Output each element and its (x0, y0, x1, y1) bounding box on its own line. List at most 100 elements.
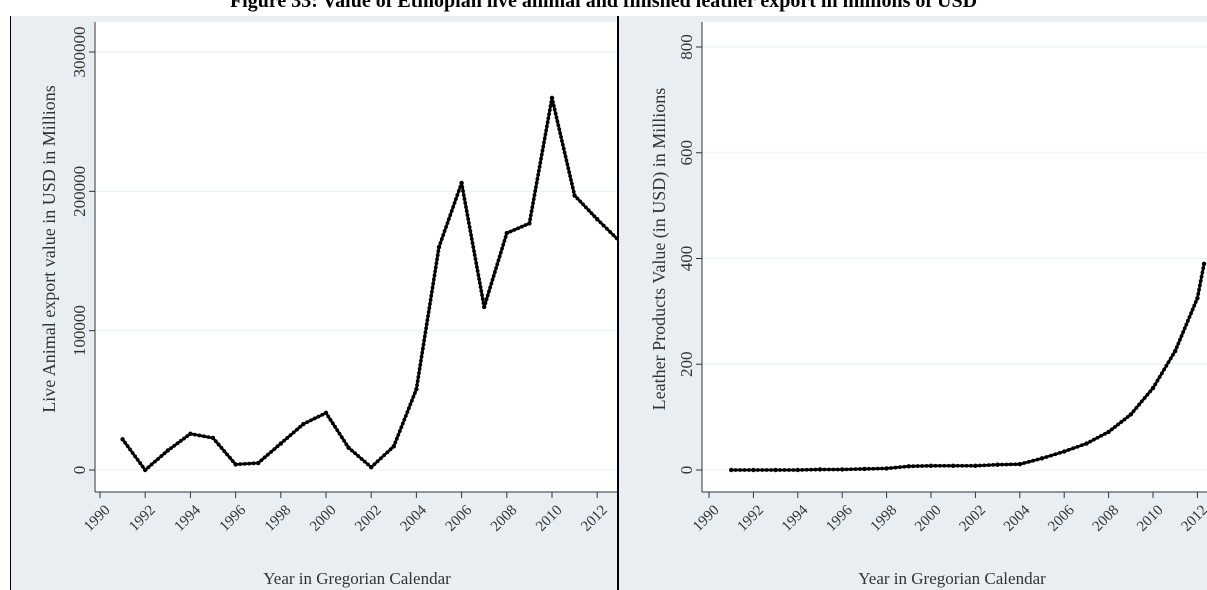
left-line-dot (493, 270, 497, 274)
left-line-dot (362, 459, 367, 464)
left-line-dot (567, 170, 572, 175)
left-line-dot (178, 439, 183, 443)
right-data-point (773, 467, 778, 473)
left-line-dot (436, 249, 441, 254)
left-line-dot (431, 281, 436, 286)
left-line-dot (484, 297, 489, 302)
left-data-point (369, 465, 374, 470)
left-line-dot (213, 439, 218, 444)
left-line-dot (375, 459, 380, 464)
left-line-dot (394, 436, 399, 441)
left-line-dot (533, 189, 538, 193)
left-data-point (527, 221, 532, 226)
right-line-dot (1192, 303, 1197, 308)
right-line-dot (1197, 287, 1201, 292)
left-line-dot (216, 442, 221, 447)
right-line-dot (1200, 270, 1205, 275)
left-x-tick-label: 2004 (397, 502, 430, 535)
right-line-dot (1103, 431, 1107, 436)
left-line-dot (425, 318, 430, 323)
left-line-dot (483, 301, 488, 305)
left-line-dot (598, 220, 603, 225)
right-line-dot (1035, 457, 1040, 462)
right-line-dot (1109, 427, 1114, 432)
left-x-tick-label: 2002 (352, 502, 385, 535)
right-line-dot (946, 463, 951, 468)
left-x-tick-label: 1998 (262, 502, 295, 535)
left-line-dot (330, 421, 335, 426)
right-line-dot (1182, 326, 1187, 331)
left-line-dot (312, 416, 317, 421)
right-line-dot (1119, 420, 1124, 424)
left-data-point (482, 304, 487, 310)
left-line-dot (259, 458, 264, 463)
left-line-dot (512, 227, 517, 232)
right-y-tick-label: 200 (677, 352, 696, 378)
right-line-dot (1004, 462, 1009, 467)
left-data-point (233, 462, 238, 467)
left-line-dot (428, 297, 433, 302)
left-line-dot (568, 174, 572, 178)
left-line-dot (528, 217, 533, 222)
left-line-dot (417, 371, 421, 375)
left-line-dot (238, 462, 243, 467)
right-line-dot (915, 464, 920, 468)
left-line-dot (553, 111, 558, 116)
left-line-dot (455, 193, 460, 197)
right-line-dot (964, 463, 969, 468)
right-data-point (951, 463, 956, 468)
right-line-dot (813, 467, 818, 472)
left-line-dot (269, 449, 274, 454)
left-data-point (414, 386, 419, 392)
leather-products-chart: 0 200 400 600 800 1990 1992 1994 1996 1998 2000 200… (649, 22, 1207, 588)
right-line-dot (1164, 363, 1169, 368)
left-line-dot (547, 108, 552, 113)
left-line-dot (531, 201, 535, 206)
right-y-axis-title: Leather Products Value (in USD) in Milli… (649, 88, 670, 411)
right-x-axis-title: Year in Gregorian Calendar (858, 569, 1046, 588)
right-line-dot (835, 467, 840, 472)
left-line-dot (570, 185, 575, 190)
left-line-dot (478, 285, 483, 289)
right-line-dot (1179, 334, 1184, 338)
left-data-point (120, 437, 125, 442)
left-line-dot (508, 229, 513, 234)
left-line-dot (560, 142, 565, 147)
right-x-tick-label: 2010 (1134, 502, 1167, 535)
left-line-dot (419, 354, 424, 359)
left-line-dot (295, 427, 299, 432)
frame-divider (617, 16, 619, 590)
left-line-dot (247, 461, 252, 466)
left-x-tick-label: 1992 (126, 502, 159, 535)
left-line-dot (431, 277, 436, 282)
left-line-dot (339, 435, 344, 440)
left-line-dot (469, 233, 473, 237)
right-line-dot (804, 467, 809, 472)
left-data-point (188, 431, 193, 436)
left-line-dot (428, 302, 432, 306)
right-line-dot (880, 466, 885, 471)
left-data-point (504, 230, 509, 236)
left-line-dot (534, 181, 539, 185)
left-line-dot (463, 201, 468, 205)
right-line-dot (902, 464, 907, 469)
right-line-dot (782, 468, 787, 472)
right-line-dot (1080, 443, 1084, 448)
right-line-dot (1201, 266, 1206, 270)
right-line-dot (986, 463, 991, 468)
left-line-dot (427, 306, 432, 310)
left-line-dot (328, 417, 333, 422)
left-line-dot (551, 99, 555, 104)
left-line-dot (556, 123, 561, 128)
right-line-dot (760, 468, 765, 472)
left-line-dot (397, 429, 402, 433)
left-line-dot (353, 451, 357, 456)
left-y-tick-label: 300000 (70, 27, 89, 78)
left-line-dot (471, 245, 476, 249)
left-line-dot (531, 197, 536, 202)
left-line-dot (251, 461, 256, 466)
left-line-dot (477, 277, 481, 281)
left-line-dot (551, 103, 556, 108)
left-line-dot (193, 432, 197, 437)
right-line-dot (1196, 291, 1201, 296)
